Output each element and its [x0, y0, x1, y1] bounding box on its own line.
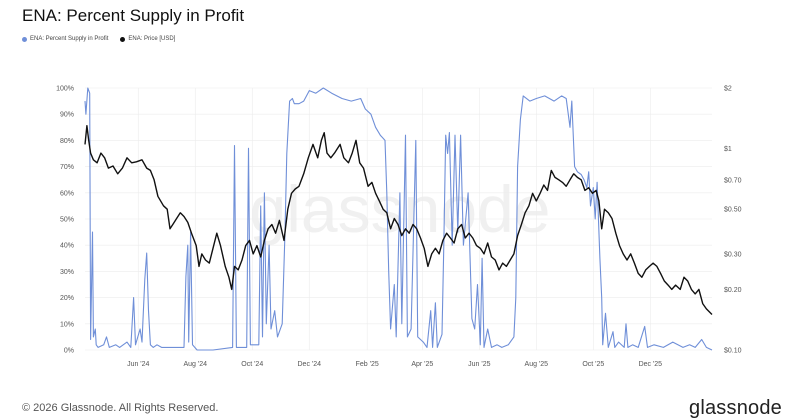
left-tick-label: 70% [60, 164, 74, 171]
left-tick-label: 40% [60, 243, 74, 250]
legend-swatch-price [120, 36, 126, 42]
right-tick-label: $2 [724, 86, 732, 93]
left-tick-label: 50% [60, 217, 74, 224]
left-tick-label: 30% [60, 269, 74, 276]
left-tick-label: 0% [64, 348, 74, 355]
legend-item-supply[interactable]: ENA: Percent Supply in Profit [22, 36, 108, 42]
x-tick-label: Aug '24 [183, 361, 207, 368]
right-tick-label: $0.20 [724, 287, 742, 294]
right-tick-label: $0.50 [724, 207, 742, 214]
right-tick-label: $0.10 [724, 348, 742, 355]
glassnode-logo[interactable]: glassnode [689, 397, 782, 419]
left-tick-label: 100% [56, 86, 74, 93]
series-layer [84, 87, 713, 351]
chart-legend: ENA: Percent Supply in Profit ENA: Price… [22, 36, 175, 42]
x-tick-label: Apr '25 [411, 361, 433, 368]
right-axis: $0.10 $0.20 $0.30 $0.50 $0.70 $1 $2 [724, 86, 742, 355]
right-tick-label: $1 [724, 146, 732, 153]
copyright-text: © 2026 Glassnode. All Rights Reserved. [22, 402, 219, 414]
legend-swatch-supply [22, 36, 27, 42]
left-tick-label: 80% [60, 138, 74, 145]
x-tick-label: Dec '24 [298, 361, 322, 368]
legend-item-price[interactable]: ENA: Price [USD] [120, 36, 175, 42]
legend-label-supply: ENA: Percent Supply in Profit [30, 36, 109, 42]
x-tick-label: Jun '25 [468, 361, 490, 368]
right-tick-label: $0.70 [724, 177, 742, 184]
x-axis: Jun '24 Aug '24 Oct '24 Dec '24 Feb '25 Apr '… [127, 361, 662, 368]
legend-label-price: ENA: Price [USD] [128, 36, 176, 42]
left-tick-label: 20% [60, 295, 74, 302]
x-tick-label: Oct '24 [241, 361, 263, 368]
x-tick-label: Aug '25 [525, 361, 549, 368]
series-line-price [84, 124, 713, 315]
chart-title: ENA: Percent Supply in Profit [22, 6, 245, 25]
x-tick-label: Oct '25 [582, 361, 604, 368]
left-axis: 0% 10% 20% 30% 40% 50% 60% 70% 80% 90% 100% [56, 86, 74, 355]
x-tick-label: Dec '25 [639, 361, 663, 368]
right-tick-label: $0.30 [724, 251, 742, 258]
left-tick-label: 90% [60, 112, 74, 119]
left-tick-label: 10% [60, 321, 74, 328]
grid-lines [85, 87, 712, 351]
x-tick-label: Jun '24 [127, 361, 149, 368]
x-tick-label: Feb '25 [356, 361, 379, 368]
left-tick-label: 60% [60, 190, 74, 197]
